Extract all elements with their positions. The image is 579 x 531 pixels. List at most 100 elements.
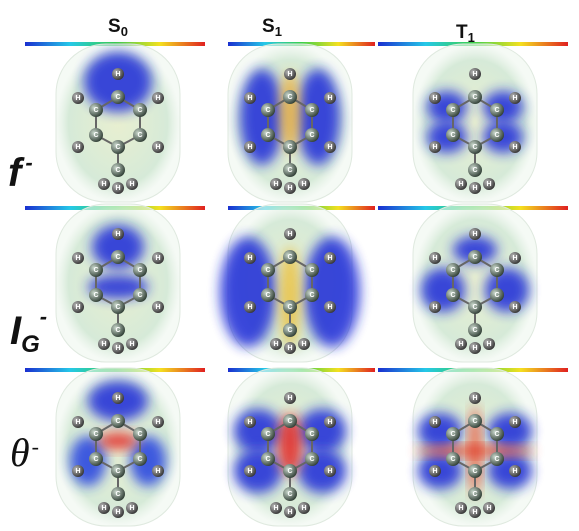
atom-label: H — [155, 255, 160, 262]
atom-label: C — [472, 327, 477, 334]
atom-label: C — [472, 304, 477, 311]
atom-label: H — [247, 304, 252, 311]
atom-label: C — [287, 94, 292, 101]
atom-label: H — [247, 95, 252, 102]
panels: H H H H H H H H C C C C C C C H H H H H H H H C C C C C C C H H H H H H H H C C… — [25, 42, 568, 526]
state: T — [456, 22, 468, 43]
atom-label: H — [327, 144, 332, 151]
atom-label: H — [273, 341, 278, 348]
atom-label: C — [287, 254, 292, 261]
atom-label: C — [265, 431, 270, 438]
atom-label: C — [309, 431, 314, 438]
state: S — [262, 16, 275, 37]
atom-label: H — [512, 255, 517, 262]
atom-label: C — [287, 468, 292, 475]
atom-label: H — [101, 341, 106, 348]
atom-label: C — [309, 456, 314, 463]
atom-label: C — [115, 304, 120, 311]
atom-label: H — [301, 341, 306, 348]
atom-label: C — [287, 167, 292, 174]
atom-label: H — [512, 144, 517, 151]
atom-label: H — [458, 341, 463, 348]
atom-label: H — [287, 231, 292, 238]
subscript: 0 — [121, 24, 128, 39]
atom-label: H — [486, 505, 491, 512]
atom-label: H — [432, 255, 437, 262]
atom-label: C — [287, 304, 292, 311]
atom-label: C — [115, 94, 120, 101]
atom-label: H — [287, 345, 292, 352]
potential-lobe — [298, 449, 346, 493]
atom-label: H — [432, 95, 437, 102]
atom-label: C — [115, 491, 120, 498]
atom-label: C — [265, 107, 270, 114]
column-header: S1 — [262, 16, 282, 39]
atom-label: H — [115, 231, 120, 238]
potential-lobe — [421, 268, 465, 312]
potential-lobe — [485, 268, 529, 312]
atom-label: H — [115, 509, 120, 516]
atom-label: C — [309, 267, 314, 274]
figure: S0 S1 T1 f- IG- θ- HHHHHHHHCCCCCCCHHHHHH… — [0, 0, 579, 531]
atom-label: H — [472, 345, 477, 352]
atom-label: C — [93, 107, 98, 114]
column-header: S0 — [108, 16, 128, 39]
atom-label: C — [115, 327, 120, 334]
atom-label: H — [458, 505, 463, 512]
atom-label: C — [494, 292, 499, 299]
atom-label: H — [247, 419, 252, 426]
atom-label: C — [93, 431, 98, 438]
atom-label: C — [309, 292, 314, 299]
atom-label: H — [432, 468, 437, 475]
potential-lobe — [98, 433, 138, 449]
atom-label: H — [327, 419, 332, 426]
atom-label: H — [432, 304, 437, 311]
atom-label: C — [93, 292, 98, 299]
atom-label: C — [472, 144, 477, 151]
atom-label: C — [137, 107, 142, 114]
potential-lobe — [234, 449, 282, 493]
atom-label: C — [309, 107, 314, 114]
atom-label: H — [115, 345, 120, 352]
atom-label: H — [512, 468, 517, 475]
atom-label: C — [494, 456, 499, 463]
atom-label: C — [472, 418, 477, 425]
atom-label: C — [472, 167, 477, 174]
atom-label: C — [115, 468, 120, 475]
atom-label: C — [494, 107, 499, 114]
atom-label: C — [287, 144, 292, 151]
atom-label: C — [472, 254, 477, 261]
charge: - — [40, 304, 47, 329]
molecule-panel: HHHHHHHHCCCCCCC — [56, 368, 180, 526]
symbol: f — [8, 151, 25, 195]
atom-label: C — [450, 431, 455, 438]
atom-label: H — [472, 231, 477, 238]
atom-label: C — [115, 418, 120, 425]
atom-label: C — [93, 132, 98, 139]
atom-label: C — [115, 144, 120, 151]
atom-label: C — [494, 267, 499, 274]
atom-label: C — [450, 132, 455, 139]
atom-label: H — [155, 468, 160, 475]
molecule-panel: HHHHHHHHCCCCCCC — [413, 368, 537, 526]
atom-label: C — [93, 267, 98, 274]
atom-label: H — [155, 95, 160, 102]
atom-label: C — [265, 456, 270, 463]
atom-label: H — [75, 95, 80, 102]
atom-label: H — [472, 71, 477, 78]
atom-label: H — [155, 419, 160, 426]
atom-label: C — [137, 456, 142, 463]
atom-label: H — [247, 255, 252, 262]
atom-label: H — [472, 509, 477, 516]
atom-label: H — [75, 419, 80, 426]
atom-label: C — [137, 267, 142, 274]
atom-label: H — [327, 304, 332, 311]
atom-label: C — [494, 132, 499, 139]
atom-label: H — [287, 395, 292, 402]
atom-label: H — [75, 255, 80, 262]
molecule-panel: HHHHHHHHCCCCCCC — [56, 204, 180, 362]
molecule-panel: HHHHHHHHCCCCCCC — [413, 204, 537, 362]
